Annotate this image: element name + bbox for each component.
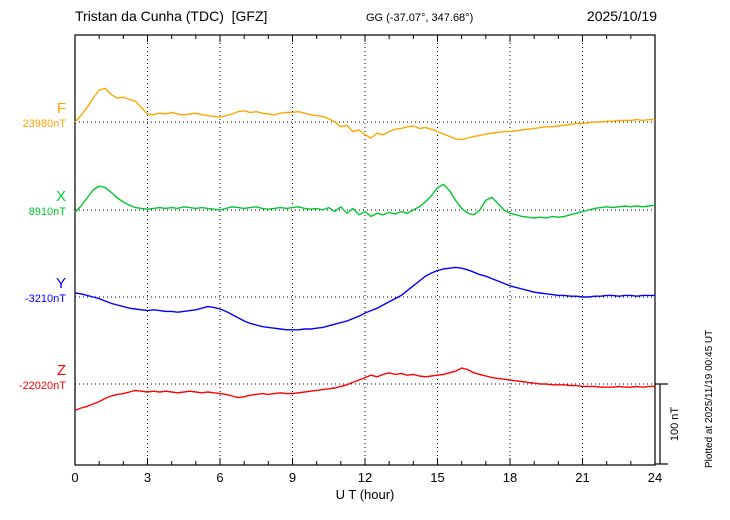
x-tick-label-12: 12 [358, 470, 372, 485]
series-name-X: X [55, 188, 66, 205]
series-baseline-value-Z: -22020nT [18, 379, 66, 392]
series-label-Z: Z -22020nT [18, 362, 66, 392]
trace-X [74, 183, 656, 219]
series-baseline-value-F: 23980nT [22, 117, 66, 130]
series-name-F: F [56, 100, 66, 117]
x-tick-label-9: 9 [289, 470, 296, 485]
series-name-Z: Z [56, 362, 66, 379]
series-label-X: X 8910nT [28, 188, 66, 218]
series-label-F: F 23980nT [22, 100, 66, 130]
x-tick-label-15: 15 [430, 470, 444, 485]
station-title: Tristan da Cunha (TDC) [GFZ] [75, 8, 268, 24]
scale-bar-label: 100 nT [669, 407, 681, 442]
trace-Z [74, 367, 655, 412]
x-tick-label-3: 3 [144, 470, 151, 485]
x-tick-label-21: 21 [575, 470, 589, 485]
x-tick-label-6: 6 [216, 470, 223, 485]
trace-Y [74, 266, 655, 331]
station-coordinates: GG (-37.07°, 347.68°) [366, 12, 474, 24]
series-label-Y: Y -3210nT [25, 275, 66, 305]
series-baseline-value-Y: -3210nT [25, 292, 66, 305]
x-tick-label-0: 0 [71, 470, 78, 485]
trace-F [74, 87, 655, 141]
plot-date: 2025/10/19 [586, 8, 657, 24]
series-baseline-value-X: 8910nT [28, 205, 66, 218]
x-tick-label-18: 18 [503, 470, 517, 485]
plotted-note: Plotted at 2025/11/19 00:45 UT [704, 330, 715, 468]
series-name-Y: Y [55, 275, 66, 292]
plot-frame [74, 34, 656, 466]
x-tick-label-24: 24 [648, 470, 662, 485]
x-axis-label: U T (hour) [335, 487, 395, 502]
